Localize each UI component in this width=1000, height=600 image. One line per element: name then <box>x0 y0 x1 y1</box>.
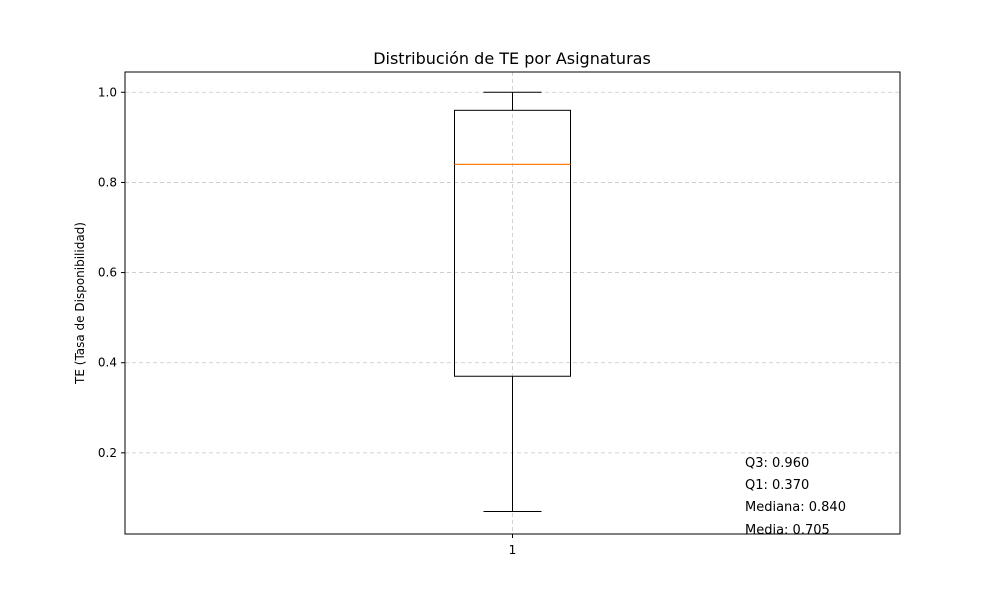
stat-annotation: Mediana: 0.840 <box>745 500 846 515</box>
stat-annotation: Media: 0.705 <box>745 523 830 538</box>
stats-annotations: Q3: 0.960 Q1: 0.370 Mediana: 0.840 Media: 0… <box>745 456 846 538</box>
chart-title: Distribución de TE por Asignaturas <box>373 49 651 68</box>
y-tick-label: 0.8 <box>98 175 117 189</box>
y-axis: 0.2 0.4 0.6 0.8 1.0 <box>98 85 125 460</box>
stat-annotation: Q3: 0.960 <box>745 456 809 471</box>
y-tick-label: 0.6 <box>98 266 117 280</box>
y-axis-label: TE (Tasa de Disponibilidad) <box>73 222 87 385</box>
x-tick-label: 1 <box>509 543 517 557</box>
stat-annotation: Q1: 0.370 <box>745 478 809 493</box>
y-tick-label: 0.4 <box>98 356 117 370</box>
box-iqr <box>454 109 571 377</box>
x-axis: 1 <box>509 534 517 557</box>
y-tick-label: 1.0 <box>98 85 117 99</box>
box-plot <box>454 91 571 512</box>
y-tick-label: 0.2 <box>98 446 117 460</box>
